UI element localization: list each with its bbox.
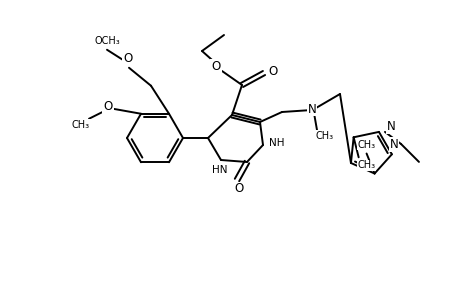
Text: O: O xyxy=(268,64,277,77)
Text: O: O xyxy=(234,182,243,196)
Text: N: N xyxy=(386,120,394,134)
Text: N: N xyxy=(389,138,397,151)
Text: O: O xyxy=(103,100,112,113)
Text: HN: HN xyxy=(212,165,227,175)
Text: NH: NH xyxy=(269,138,284,148)
Text: N: N xyxy=(307,103,316,116)
Text: CH₃: CH₃ xyxy=(357,140,375,149)
Text: O: O xyxy=(211,59,220,73)
Text: CH₃: CH₃ xyxy=(357,160,375,170)
Text: O: O xyxy=(123,52,132,65)
Text: CH₃: CH₃ xyxy=(315,131,333,141)
Text: CH₃: CH₃ xyxy=(72,120,90,130)
Text: OCH₃: OCH₃ xyxy=(94,36,120,46)
